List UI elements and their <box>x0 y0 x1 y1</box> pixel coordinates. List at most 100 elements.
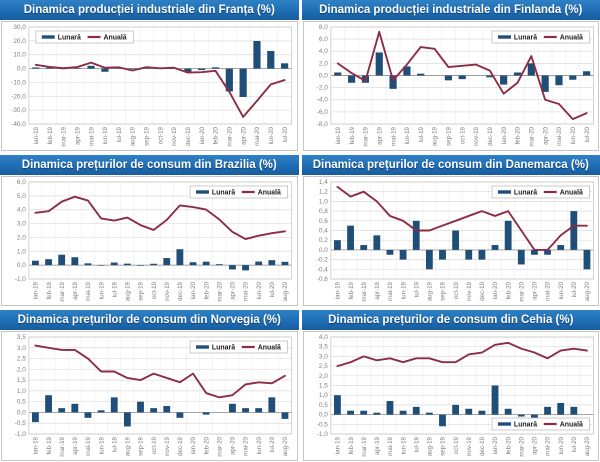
bar <box>499 75 507 85</box>
x-tick-label: dec-19 <box>487 126 494 145</box>
x-tick-label: iun-19 <box>98 281 105 299</box>
x-tick-label: mar-19 <box>61 126 68 146</box>
bar <box>372 235 380 250</box>
bar <box>225 68 233 92</box>
bar <box>142 68 150 69</box>
anuala-line <box>335 341 588 368</box>
bar <box>202 412 210 415</box>
anuala-legend-label: Anuală <box>103 34 126 41</box>
bar <box>87 65 95 69</box>
y-tick-label: 3,5 <box>318 344 327 351</box>
y-tick-label: 1,0 <box>17 248 26 255</box>
x-tick-label: mar-19 <box>360 436 367 456</box>
chart-area-norvegia: 3,5 3,0 2,5 2,0 1,5 1,0 0,5 0,0 -0,5 -1,0 ian-19 fe… <box>1 331 298 461</box>
y-axis-labels: 6,0 5,0 4,0 3,0 2,0 1,0 0,0 -1,0 <box>15 179 27 283</box>
y-tick-label: 0,0 <box>17 66 26 73</box>
x-tick-label: aug-19 <box>426 281 433 301</box>
x-tick-label: mar-20 <box>227 126 234 146</box>
legend-box <box>491 417 590 431</box>
bar <box>543 406 551 415</box>
x-tick-label: iul-20 <box>571 436 578 452</box>
legend: Lunară Anuală <box>189 185 288 199</box>
x-tick-label: ian-19 <box>33 436 40 454</box>
x-tick-label: nov-19 <box>465 281 472 300</box>
y-axis-labels: 4,0 3,5 3,0 2,5 2,0 1,5 1,0 0,5 0,0 -0,5 -1,0 <box>316 334 328 438</box>
y-tick-label: 4,0 <box>17 207 26 214</box>
x-tick-label: oct-19 <box>452 281 459 299</box>
bar <box>386 249 393 255</box>
anuala-legend-icon <box>87 35 101 39</box>
y-tick-label: 0,5 <box>318 402 327 409</box>
x-tick-label: feb-19 <box>46 436 53 454</box>
y-tick-label: 4,0 <box>318 48 327 55</box>
y-tick-label: 2,0 <box>318 373 327 380</box>
bar <box>477 410 485 415</box>
chart-panel-danemarca: Dinamica prețurilor de consum din Danema… <box>301 155 600 307</box>
bar <box>416 73 424 76</box>
y-tick-label: -40,0 <box>11 121 26 128</box>
bar <box>412 406 420 415</box>
chart-canvas-brazilia: 6,0 5,0 4,0 3,0 2,0 1,0 0,0 -1,0 ian-19 feb-19 mar… <box>15 179 292 302</box>
legend: Lunară Anuală <box>491 30 590 44</box>
x-tick-label: iun-19 <box>102 126 109 144</box>
bar <box>73 68 81 69</box>
y-tick-label: 1,5 <box>318 382 327 389</box>
x-tick-label: aug-19 <box>125 281 132 301</box>
bar <box>491 385 498 415</box>
y-tick-label: 0,6 <box>318 218 327 225</box>
x-tick-label: feb-19 <box>46 281 53 299</box>
x-tick-label: ian-20 <box>199 126 206 144</box>
anuala-line <box>34 61 286 118</box>
x-tick-label: mai-19 <box>85 436 92 455</box>
y-tick-label: -0,5 <box>15 420 27 427</box>
bar <box>375 52 383 76</box>
y-tick-label: -20,0 <box>11 93 26 100</box>
bar <box>333 395 341 415</box>
bar <box>569 406 577 415</box>
x-tick-label: aug-19 <box>426 436 433 456</box>
lunara-bars <box>32 395 289 427</box>
y-tick-label: 1,0 <box>318 198 327 205</box>
bar <box>110 262 118 266</box>
x-tick-label: mai-19 <box>390 126 397 145</box>
plot-border <box>329 181 594 280</box>
anuala-legend-label: Anuală <box>559 34 582 41</box>
bar <box>281 261 289 266</box>
chart-panel-cehia: Dinamica prețurilor de consum din Cehia … <box>301 310 600 462</box>
y-tick-label: 0,0 <box>318 247 327 254</box>
y-tick-label: 3,5 <box>17 334 26 341</box>
y-tick-label: 5,0 <box>17 193 26 200</box>
x-tick-label: aug-20 <box>584 436 591 456</box>
x-tick-label: sep-19 <box>144 126 151 145</box>
x-tick-label: aug-20 <box>584 281 591 301</box>
bar <box>71 257 79 266</box>
x-tick-label: iul-20 <box>583 126 590 142</box>
lunara-legend-icon <box>497 422 511 426</box>
chart-panel-finlanda: Dinamica producției industriale din Finl… <box>301 0 600 152</box>
x-tick-label: feb-20 <box>203 436 210 454</box>
anuala-legend-label: Anuală <box>559 421 582 428</box>
bar <box>150 263 158 266</box>
bar <box>281 412 289 419</box>
chart-area-cehia: 4,0 3,5 3,0 2,5 2,0 1,5 1,0 0,5 0,0 -0,5 -1,0 ian-1… <box>302 331 599 461</box>
legend: Lunară Anuală <box>189 340 288 354</box>
x-tick-label: feb-19 <box>348 126 355 144</box>
legend-box <box>189 340 288 354</box>
bar <box>438 414 446 427</box>
bar <box>504 408 512 415</box>
bar <box>485 75 493 78</box>
lunara-bars <box>333 211 590 270</box>
anuala-legend-icon <box>543 422 557 426</box>
y-tick-label: 1,5 <box>17 377 26 384</box>
x-tick-label: dec-19 <box>177 436 184 455</box>
x-tick-label: iun-20 <box>256 281 263 299</box>
y-tick-label: -1,0 <box>15 276 27 283</box>
x-tick-label: iul-19 <box>417 126 424 142</box>
bar <box>137 265 144 266</box>
bar <box>438 249 446 260</box>
y-tick-label: 2,0 <box>17 234 26 241</box>
bar <box>504 220 512 250</box>
y-tick-label: 0,2 <box>318 237 327 244</box>
y-tick-label: 2,0 <box>17 366 26 373</box>
bar <box>45 259 52 266</box>
